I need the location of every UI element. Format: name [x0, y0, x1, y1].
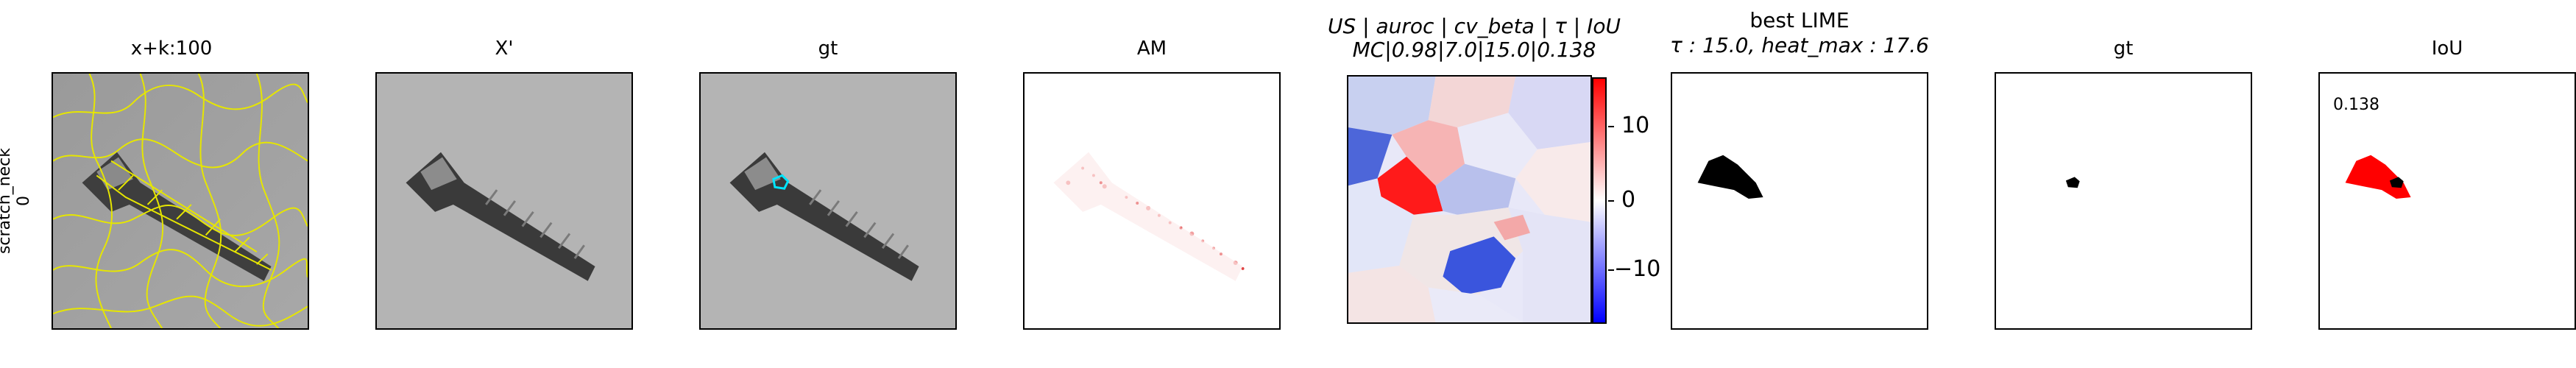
colorbar-tick-minus10	[1608, 269, 1614, 271]
panel-attention-map	[1023, 72, 1281, 330]
screw-groundtruth-overlay-image	[701, 74, 955, 328]
iou-value: 0.138	[2333, 96, 2379, 114]
panel-title-xprime: X'	[495, 38, 514, 60]
colorbar-label-0: 0	[1621, 187, 1636, 213]
screw-superpixel-image	[53, 74, 308, 328]
panel-title-best-lime-line2: τ : 15.0, heat_max : 17.6	[1608, 34, 1991, 57]
colorbar-label-10: 10	[1621, 113, 1650, 138]
panel-title-superpixels: x+k:100	[130, 38, 213, 60]
groundtruth-mask-image	[1996, 74, 2251, 328]
panel-iou	[2318, 72, 2576, 330]
panel-gt-mask	[1995, 72, 2252, 330]
panel-title-gt-mask: gt	[2113, 38, 2134, 60]
best-lime-params: τ : 15.0, heat_max : 17.6	[1670, 33, 1929, 57]
row-label-defect: scratch_neck	[0, 147, 14, 255]
panel-title-am: AM	[1136, 38, 1167, 60]
panel-lime-heatmap	[1347, 75, 1592, 324]
lime-heatmap-image	[1348, 77, 1590, 322]
row-label-index: 0	[15, 196, 33, 206]
colorbar	[1592, 77, 1607, 324]
best-lime-mask-image	[1672, 74, 1927, 328]
panel-title-best-lime-line1: best LIME	[1749, 8, 1850, 32]
panel-superpixels	[52, 72, 309, 330]
panel-title-lime-line1: US | auroc | cv_beta | τ | IoU	[1283, 15, 1666, 38]
panel-title-iou: IoU	[2431, 38, 2463, 60]
iou-overlay-image	[2320, 74, 2575, 328]
panel-gt-overlay	[699, 72, 957, 330]
colorbar-label-minus10: −10	[1614, 256, 1661, 282]
panel-title-gt: gt	[818, 38, 838, 60]
colorbar-tick-0	[1608, 200, 1614, 202]
screw-grayscale-image	[377, 74, 631, 328]
row-label: scratch_neck 0	[0, 142, 40, 260]
attention-map-image	[1025, 74, 1279, 328]
panel-xprime	[375, 72, 633, 330]
lime-title-metrics: US | auroc | cv_beta | τ | IoU	[1328, 14, 1621, 38]
panel-best-lime	[1671, 72, 1928, 330]
panel-title-lime-line2: MC|0.98|7.0|15.0|0.138	[1283, 38, 1666, 62]
lime-title-values: MC|0.98|7.0|15.0|0.138	[1352, 38, 1596, 62]
colorbar-tick-10	[1608, 126, 1614, 127]
